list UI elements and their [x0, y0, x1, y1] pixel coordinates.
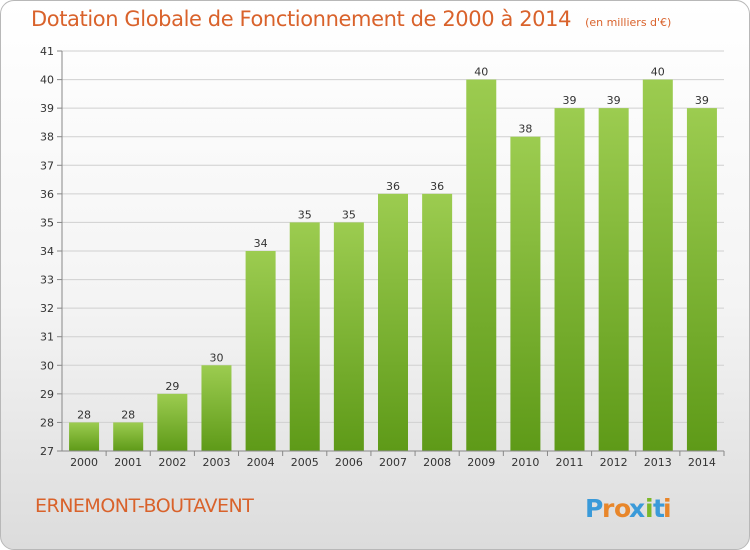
y-tick-label: 29: [40, 388, 54, 401]
y-tick-label: 38: [40, 131, 54, 144]
x-tick-label-2008: 2008: [423, 456, 451, 469]
x-tick-label-2009: 2009: [467, 456, 495, 469]
bar-2009: [466, 79, 497, 452]
chart-title-row: Dotation Globale de Fonctionnement de 20…: [31, 7, 671, 31]
proxiti-logo: Pr ox i ti: [585, 494, 672, 523]
bar-2012: [598, 108, 629, 452]
y-tick-label: 37: [40, 159, 54, 172]
data-label-2005: 35: [298, 208, 312, 221]
axes: [57, 50, 725, 456]
bar-2010: [510, 136, 541, 451]
x-tick-label-2003: 2003: [202, 456, 230, 469]
y-tick-label: 30: [40, 359, 54, 372]
chart-title: Dotation Globale de Fonctionnement de 20…: [31, 7, 572, 31]
data-label-2002: 29: [165, 380, 179, 393]
logo-letter: t: [653, 494, 665, 523]
bar-2007: [378, 193, 408, 451]
y-tick-label: 27: [40, 445, 54, 458]
x-tick-label-2011: 2011: [556, 456, 584, 469]
y-tick-label: 39: [40, 102, 54, 115]
logo-letter: o: [614, 494, 631, 523]
data-label-2001: 28: [121, 408, 135, 421]
x-tick-label-2001: 2001: [114, 456, 142, 469]
x-tick-label-2010: 2010: [511, 456, 539, 469]
bar-2005: [289, 222, 320, 451]
y-tick-label: 35: [40, 216, 54, 229]
logo-letter: x: [629, 494, 645, 523]
x-tick-label-2000: 2000: [70, 456, 98, 469]
data-label-2010: 38: [518, 123, 532, 136]
data-label-2011: 39: [563, 94, 577, 107]
bar-2013: [642, 79, 673, 452]
bar-2006: [333, 222, 364, 451]
bar-2004: [245, 251, 276, 451]
logo-letter: i: [663, 494, 672, 523]
data-label-2004: 34: [254, 237, 268, 250]
bar-2014: [686, 108, 717, 452]
y-tick-label: 36: [40, 188, 54, 201]
y-tick-label: 33: [40, 274, 54, 287]
y-tick-label: 34: [40, 245, 54, 258]
x-tick-label-2006: 2006: [335, 456, 363, 469]
y-tick-label: 41: [40, 45, 54, 58]
bar-2001: [113, 422, 144, 451]
data-label-2006: 35: [342, 208, 356, 221]
logo-letter: r: [602, 494, 615, 523]
y-tick-label: 32: [40, 302, 54, 315]
data-label-2003: 30: [209, 351, 223, 364]
bars: [69, 79, 717, 452]
bar-2011: [554, 108, 585, 452]
bar-2000: [69, 422, 100, 451]
bar-2003: [201, 365, 232, 451]
data-label-2008: 36: [430, 180, 444, 193]
x-tick-label-2005: 2005: [291, 456, 319, 469]
data-label-2014: 39: [695, 94, 709, 107]
x-tick-label-2013: 2013: [644, 456, 672, 469]
x-tick-label-2004: 2004: [247, 456, 275, 469]
data-label-2012: 39: [607, 94, 621, 107]
logo-letter: i: [645, 494, 654, 523]
commune-name: ERNEMONT-BOUTAVENT: [35, 495, 254, 517]
logo-letter: P: [585, 494, 603, 523]
x-tick-label-2014: 2014: [688, 456, 716, 469]
y-tick-label: 28: [40, 416, 54, 429]
y-tick-label: 31: [40, 331, 54, 344]
data-label-2007: 36: [386, 180, 400, 193]
x-tick-label-2012: 2012: [600, 456, 628, 469]
data-label-2013: 40: [651, 66, 665, 79]
x-tick-label-2007: 2007: [379, 456, 407, 469]
data-label-2000: 28: [77, 408, 91, 421]
x-tick-label-2002: 2002: [158, 456, 186, 469]
y-tick-label: 40: [40, 74, 54, 87]
chart-unit: (en milliers d'€): [585, 16, 672, 29]
tick-labels: 27 28 29 30 31 32 33 34 35 36 37 38 39 40 41 28 2000 28 20…: [40, 45, 716, 469]
bar-2008: [422, 193, 453, 451]
bar-2002: [157, 393, 188, 451]
data-label-2009: 40: [474, 66, 488, 79]
